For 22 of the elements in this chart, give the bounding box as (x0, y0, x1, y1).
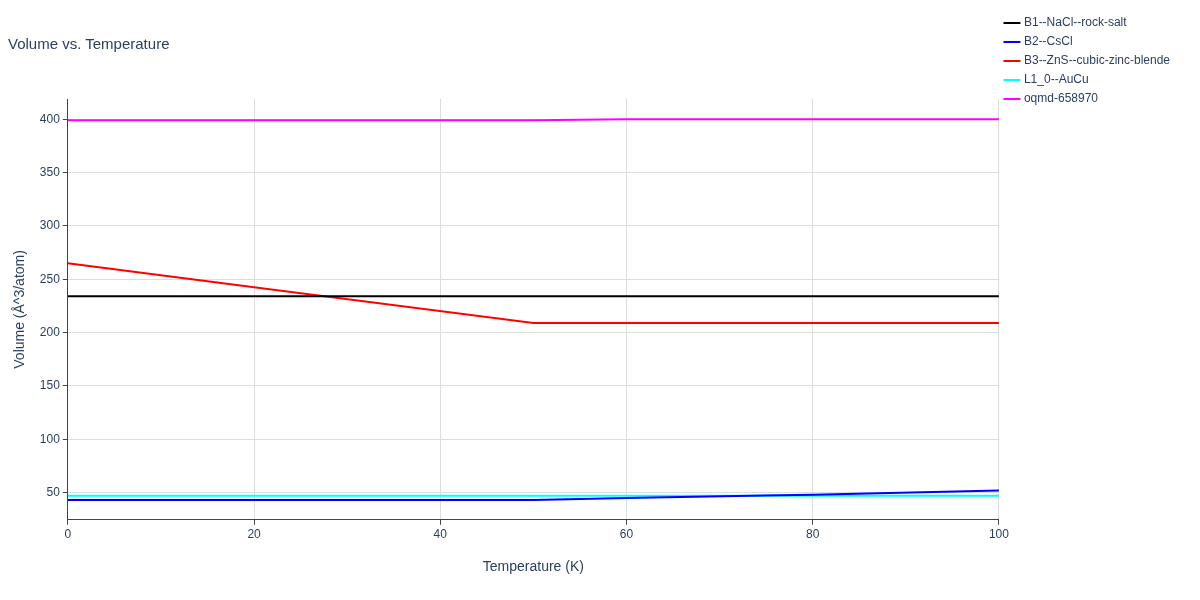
y-tick-label: 350 (39, 164, 61, 179)
legend-label: B1--NaCl--rock-salt (1023, 15, 1128, 30)
legend-label: B2--CsCl (1023, 34, 1073, 49)
x-axis-title: Temperature (K) (482, 558, 584, 575)
x-tick-label: 20 (247, 527, 262, 542)
y-tick-label: 300 (39, 218, 61, 233)
x-tick-label: 100 (988, 527, 1010, 542)
y-tick-label: 200 (39, 324, 61, 339)
y-tick-label: 150 (39, 378, 61, 393)
y-tick-label: 100 (39, 431, 61, 446)
y-tick-label: 250 (39, 271, 61, 286)
x-tick-label: 40 (433, 527, 448, 542)
x-tick-label: 60 (619, 527, 634, 542)
x-tick-label: 80 (806, 527, 820, 542)
x-tick-label: 0 (64, 527, 72, 542)
chart-title: Volume vs. Temperature (8, 35, 170, 53)
legend-label: B3--ZnS--cubic-zinc-blende (1023, 53, 1171, 68)
y-tick-label: 50 (46, 484, 61, 499)
y-axis-title: Volume (Å^3/atom) (11, 250, 28, 369)
legend-label: L1_0--AuCu (1023, 72, 1089, 87)
y-tick-label: 400 (39, 111, 61, 126)
legend-label: oqmd-658970 (1023, 91, 1099, 106)
